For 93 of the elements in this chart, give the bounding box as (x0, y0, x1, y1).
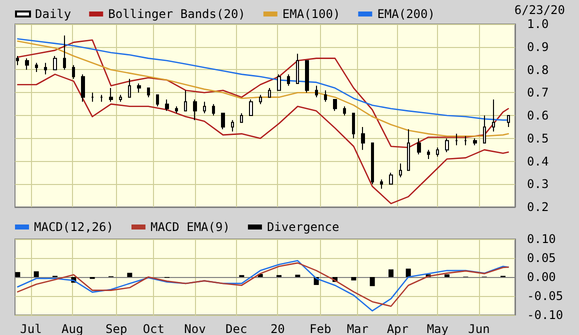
x-tick-label: Jul (20, 322, 42, 335)
candlestick (464, 136, 467, 146)
candlestick (240, 112, 243, 123)
bar (406, 268, 411, 277)
bar (388, 269, 394, 277)
y-tick-label: 0.5 (527, 131, 549, 146)
candlestick (193, 98, 197, 121)
bar (351, 277, 356, 280)
bar (34, 271, 39, 277)
x-tick-label: Jun (468, 322, 490, 335)
y-tick-label: 0.8 (527, 62, 549, 77)
y-tick-label: 1.0 (527, 17, 549, 31)
candlestick (371, 142, 374, 185)
y-tick-label: 0.10 (527, 232, 556, 246)
candlestick (137, 82, 141, 94)
candlestick (128, 78, 131, 98)
candlestick (507, 115, 510, 128)
candlestick (473, 138, 477, 146)
legend-label: Daily (35, 7, 72, 21)
line-series (17, 74, 509, 204)
y-tick-label: -0.10 (527, 308, 564, 322)
candlestick (427, 149, 430, 160)
candlestick (231, 120, 234, 132)
y-tick-label: 0.05 (527, 251, 556, 265)
candlestick (25, 58, 29, 70)
y-tick-label: -0.05 (527, 289, 564, 303)
legend-label: MACD EMA(9) (150, 220, 230, 234)
candlestick (380, 179, 383, 190)
candlestick (399, 163, 402, 178)
candlestick (389, 172, 393, 185)
legend-label: Bollinger Bands(20) (108, 7, 246, 21)
candlestick (203, 101, 206, 114)
y-tick-label: 0.9 (527, 40, 549, 54)
candlestick (268, 88, 271, 98)
x-tick-label: Oct (142, 322, 165, 335)
text: 6/23/20 (514, 3, 566, 17)
candlestick (417, 138, 421, 155)
candlestick (165, 98, 169, 112)
candlestick (100, 94, 103, 102)
candlestick (259, 94, 262, 105)
candlestick (296, 53, 299, 84)
candlestick (324, 90, 327, 102)
candlestick (436, 147, 439, 158)
candlestick (109, 88, 113, 102)
line-series (17, 38, 509, 121)
bar (444, 274, 450, 277)
candlestick (305, 60, 309, 94)
candlestick (156, 94, 159, 107)
x-tick-label: Nov (184, 322, 206, 335)
y-tick-label: 0.2 (527, 200, 549, 214)
y-tick-label: 0.6 (527, 108, 549, 122)
candlestick (147, 88, 150, 98)
legend-label: Divergence (266, 220, 340, 234)
candlestick (72, 64, 75, 80)
candlestick (277, 74, 281, 91)
candlestick (343, 106, 346, 116)
x-tick-label: 20 (270, 322, 285, 335)
candlestick (287, 74, 290, 86)
candlestick (333, 98, 337, 112)
x-tick-label: Dec (225, 322, 248, 335)
candlestick (44, 62, 47, 75)
x-tick-label: Mar (346, 322, 369, 335)
candlestick (407, 128, 410, 171)
x-tick-label: Feb (309, 322, 332, 335)
candlestick (483, 115, 486, 144)
candlestick (352, 112, 355, 139)
candlestick (63, 34, 66, 70)
y-tick-label: 0.7 (527, 86, 549, 100)
candlestick (361, 126, 365, 150)
bar (127, 272, 132, 277)
candlestick (221, 112, 225, 130)
legend-label: EMA(200) (377, 7, 435, 21)
y-tick-label: 0.4 (527, 154, 549, 168)
candlestick (16, 56, 19, 66)
candlestick (184, 90, 187, 112)
candlestick (81, 74, 85, 102)
bar (15, 272, 20, 277)
legend-label: EMA(100) (282, 7, 340, 21)
candlestick (492, 98, 495, 132)
candlestick (455, 133, 458, 146)
y-tick-label: 0.00 (527, 270, 556, 284)
candlestick (212, 104, 215, 116)
candlestick (91, 92, 94, 102)
legend-label: MACD(12,26) (34, 220, 114, 234)
candlestick (315, 85, 318, 98)
candlestick (445, 138, 449, 153)
candlestick (35, 62, 38, 73)
y-tick-label: 0.3 (527, 177, 549, 192)
candlestick (249, 98, 253, 116)
candlestick (119, 94, 122, 102)
candlestick (53, 56, 57, 70)
candlestick (175, 106, 178, 114)
bar (370, 277, 375, 286)
